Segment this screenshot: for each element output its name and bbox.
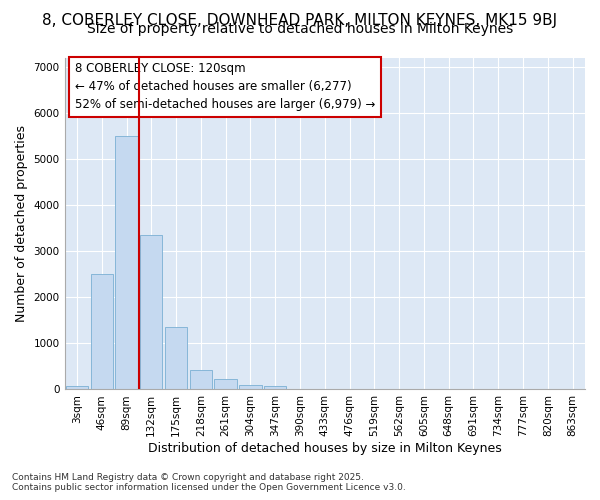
Text: Size of property relative to detached houses in Milton Keynes: Size of property relative to detached ho… — [87, 22, 513, 36]
Bar — [115, 136, 137, 390]
Bar — [190, 370, 212, 390]
Text: 8, COBERLEY CLOSE, DOWNHEAD PARK, MILTON KEYNES, MK15 9BJ: 8, COBERLEY CLOSE, DOWNHEAD PARK, MILTON… — [43, 12, 557, 28]
Y-axis label: Number of detached properties: Number of detached properties — [15, 125, 28, 322]
Bar — [66, 386, 88, 390]
Text: 8 COBERLEY CLOSE: 120sqm
← 47% of detached houses are smaller (6,277)
52% of sem: 8 COBERLEY CLOSE: 120sqm ← 47% of detach… — [75, 62, 376, 112]
Text: Contains HM Land Registry data © Crown copyright and database right 2025.
Contai: Contains HM Land Registry data © Crown c… — [12, 473, 406, 492]
Bar — [239, 385, 262, 390]
X-axis label: Distribution of detached houses by size in Milton Keynes: Distribution of detached houses by size … — [148, 442, 502, 455]
Bar — [91, 274, 113, 390]
Bar — [214, 380, 237, 390]
Bar — [264, 386, 286, 390]
Bar — [165, 327, 187, 390]
Bar — [140, 235, 163, 390]
